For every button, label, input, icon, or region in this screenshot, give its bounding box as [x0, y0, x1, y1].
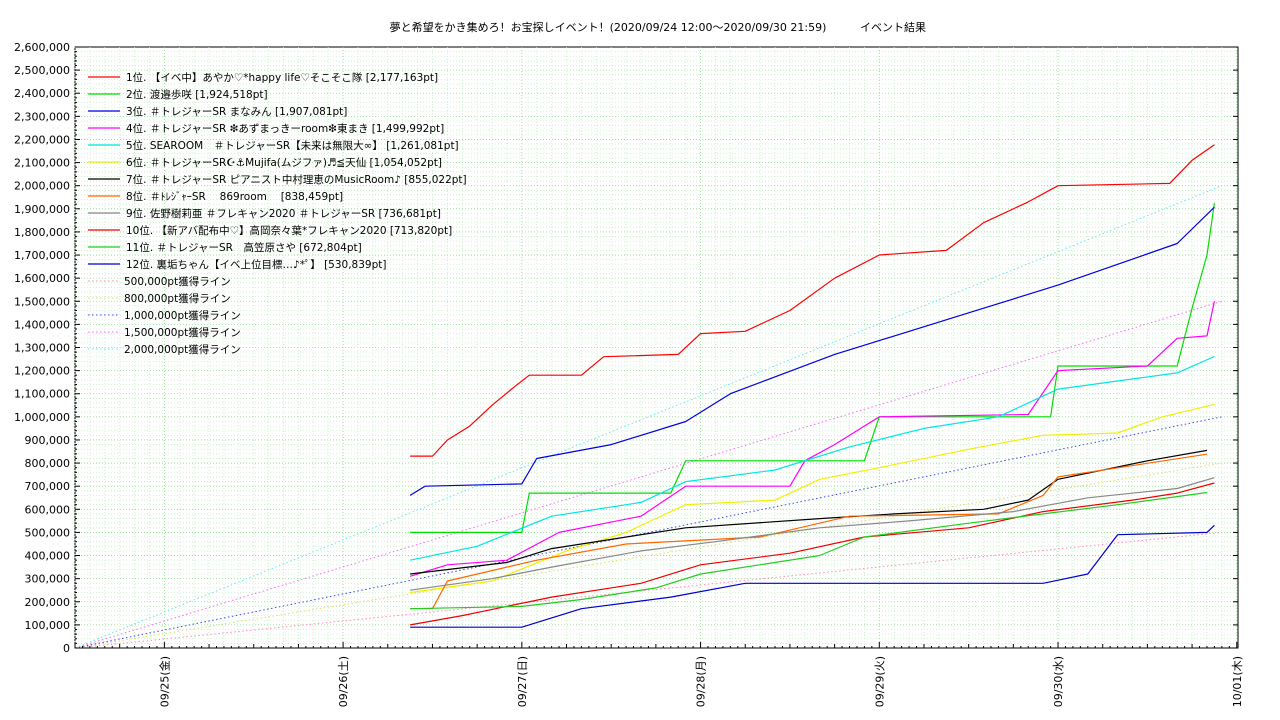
series-lines — [409, 144, 1215, 628]
legend-entry: 4位. ＃トレジャーSR ❇あずまっきーroom❇東まき [1,499,992p… — [126, 122, 444, 135]
legend-entry: 2位. 渡邉歩咲 [1,924,518pt] — [126, 88, 268, 101]
chart-title: 夢と希望をかき集めろ！お宝探しイベント！(2020/09/24 12:00〜20… — [390, 20, 827, 34]
legend-entry-reference: 500,000pt獲得ライン — [124, 275, 231, 288]
legend-entry: 8位. ＃ﾄﾚｼﾞｬｰSR 869room [838,459pt] — [126, 190, 343, 203]
series-line-10 — [409, 482, 1215, 626]
chart-title-suffix: イベント結果 — [860, 20, 926, 34]
reference-line — [74, 531, 1222, 649]
y-tick-label: 1,000,000 — [14, 411, 70, 424]
y-tick-label: 800,000 — [25, 457, 71, 470]
x-tick-label: 10/01(木) — [1231, 656, 1244, 707]
y-tick-label: 1,800,000 — [14, 226, 70, 239]
y-tick-label: 500,000 — [25, 526, 71, 539]
y-tick-label: 2,500,000 — [14, 64, 70, 77]
reference-line — [74, 462, 1222, 649]
y-tick-label: 2,600,000 — [14, 41, 70, 54]
y-tick-label: 1,400,000 — [14, 318, 70, 331]
y-tick-label: 1,500,000 — [14, 295, 70, 308]
series-line-11 — [410, 491, 1208, 610]
series-line-4 — [409, 301, 1215, 577]
legend: 1位. 【イベ中】あやか♡*happy life♡そこそこ隊 [2,177,16… — [88, 71, 467, 356]
series-line-5 — [409, 355, 1215, 561]
series-line-7 — [410, 449, 1208, 575]
x-tick-label: 09/27(日) — [516, 656, 529, 707]
y-tick-label: 2,000,000 — [14, 180, 70, 193]
series-line-12 — [410, 524, 1215, 628]
y-tick-label: 1,200,000 — [14, 365, 70, 378]
y-tick-label: 2,100,000 — [14, 157, 70, 170]
legend-entry: 7位. ＃トレジャーSR ピアニスト中村理恵のMusicRoom♪ [855,0… — [126, 173, 467, 186]
series-line-1 — [410, 144, 1215, 457]
y-tick-label: 1,300,000 — [14, 342, 70, 355]
legend-entry: 1位. 【イベ中】あやか♡*happy life♡そこそこ隊 [2,177,16… — [126, 71, 438, 84]
reference-lines — [74, 185, 1222, 649]
axes: 0 100,000 200,000 300,000 400,000 500,000 600,… — [14, 41, 1244, 707]
series-line-9 — [410, 477, 1215, 591]
y-tick-label: 600,000 — [25, 503, 71, 516]
legend-entry: 11位. ＃トレジャーSR 高笠原さや [672,804pt] — [126, 241, 362, 254]
series-line-3 — [409, 206, 1215, 496]
y-tick-label: 2,200,000 — [14, 133, 70, 146]
legend-entry-reference: 1,500,000pt獲得ライン — [124, 326, 241, 339]
y-tick-label: 300,000 — [25, 573, 71, 586]
legend-entry: 5位. SEAROOM ＃トレジャーSR【未来は無限大∞】 [1,261,081… — [126, 139, 459, 152]
y-tick-label: 1,900,000 — [14, 203, 70, 216]
y-tick-label: 700,000 — [25, 480, 71, 493]
x-tick-label: 09/28(月) — [695, 656, 708, 707]
y-tick-label: 400,000 — [25, 550, 71, 563]
legend-entry: 3位. ＃トレジャーSR まなみん [1,907,081pt] — [126, 105, 347, 118]
legend-entry: 6位. ＃トレジャーSR☪⚓Mujifa(ムジファ)♬≦天仙 [1,054,05… — [126, 156, 442, 169]
y-tick-label: 2,300,000 — [14, 110, 70, 123]
y-tick-label: 200,000 — [25, 596, 71, 609]
legend-entry: 10位. 【新アバ配布中♡】高岡奈々葉*フレキャン2020 [713,820pt… — [126, 224, 452, 237]
y-tick-label: 2,400,000 — [14, 87, 70, 100]
y-tick-label: 1,700,000 — [14, 249, 70, 262]
series-line-6 — [410, 403, 1215, 594]
y-tick-label: 1,600,000 — [14, 272, 70, 285]
reference-line — [74, 416, 1222, 649]
legend-entry-reference: 800,000pt獲得ライン — [124, 292, 231, 305]
y-tick-label: 1,100,000 — [14, 388, 70, 401]
y-tick-label: 900,000 — [25, 434, 71, 447]
legend-entry-reference: 2,000,000pt獲得ライン — [124, 343, 241, 356]
legend-entry: 9位. 佐野樹莉亜 ＃フレキャン2020 ＃トレジャーSR [736,681pt… — [126, 207, 441, 220]
y-tick-label: 100,000 — [25, 619, 71, 632]
series-line-8 — [410, 453, 1208, 610]
x-tick-label: 09/26(土) — [337, 656, 350, 707]
x-tick-label: 09/29(火) — [873, 656, 886, 707]
y-tick-label: 0 — [63, 642, 70, 655]
x-tick-label: 09/30(水) — [1052, 656, 1065, 707]
legend-entry-reference: 1,000,000pt獲得ライン — [124, 309, 241, 322]
x-tick-label: 09/25(金) — [157, 656, 171, 707]
legend-entry: 12位. 裏垢ちゃん【イベ上位目標…♪*ﾟ】 [530,839pt] — [126, 258, 386, 271]
